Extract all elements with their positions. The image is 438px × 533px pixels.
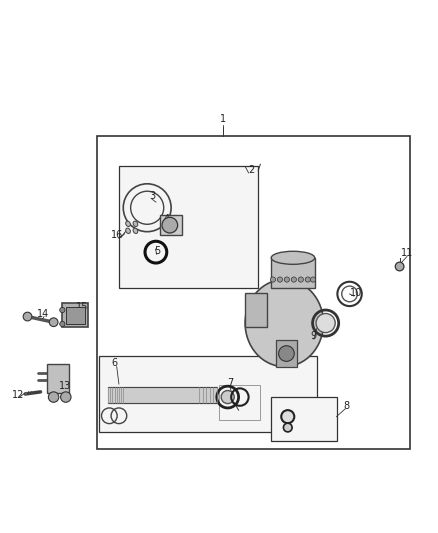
Circle shape [283,423,292,432]
Circle shape [281,410,294,423]
Text: 10: 10 [350,288,362,297]
Text: 12: 12 [12,390,24,400]
Circle shape [49,318,58,327]
Circle shape [60,308,65,313]
Bar [47,365,69,393]
Text: 3: 3 [150,191,156,201]
Circle shape [305,277,311,282]
Ellipse shape [133,221,138,227]
Bar [245,293,267,327]
Ellipse shape [271,251,315,264]
Circle shape [395,262,404,271]
Circle shape [23,312,32,321]
Circle shape [279,346,294,361]
Ellipse shape [126,221,131,227]
Bar [119,166,258,288]
Circle shape [48,392,59,402]
Text: 4: 4 [164,214,170,224]
Circle shape [60,392,71,402]
Bar [97,136,410,449]
Text: 8: 8 [343,401,350,411]
Bar [271,258,315,288]
Text: 5: 5 [154,246,160,256]
Circle shape [316,313,335,333]
Text: 1: 1 [220,114,226,124]
Ellipse shape [126,228,131,233]
Text: 2: 2 [248,165,255,175]
Bar [271,397,336,441]
Circle shape [284,277,290,282]
Bar [66,308,85,324]
Bar [219,385,260,419]
Bar [160,215,182,235]
Circle shape [298,277,304,282]
Ellipse shape [245,279,323,367]
Circle shape [162,217,178,233]
Circle shape [311,277,316,282]
Text: 13: 13 [59,381,71,391]
Text: 15: 15 [76,302,88,312]
Circle shape [291,277,297,282]
Text: 7: 7 [227,378,233,388]
Bar [99,356,317,432]
Text: 6: 6 [112,358,118,368]
Text: 14: 14 [37,309,49,319]
Circle shape [60,321,65,327]
Text: 11: 11 [401,248,413,259]
Bar [276,341,297,367]
Circle shape [221,391,234,403]
Text: 16: 16 [111,230,123,240]
Text: 9: 9 [311,331,317,341]
Circle shape [277,277,283,282]
Circle shape [270,277,276,282]
Ellipse shape [133,228,138,233]
Bar [62,303,88,327]
